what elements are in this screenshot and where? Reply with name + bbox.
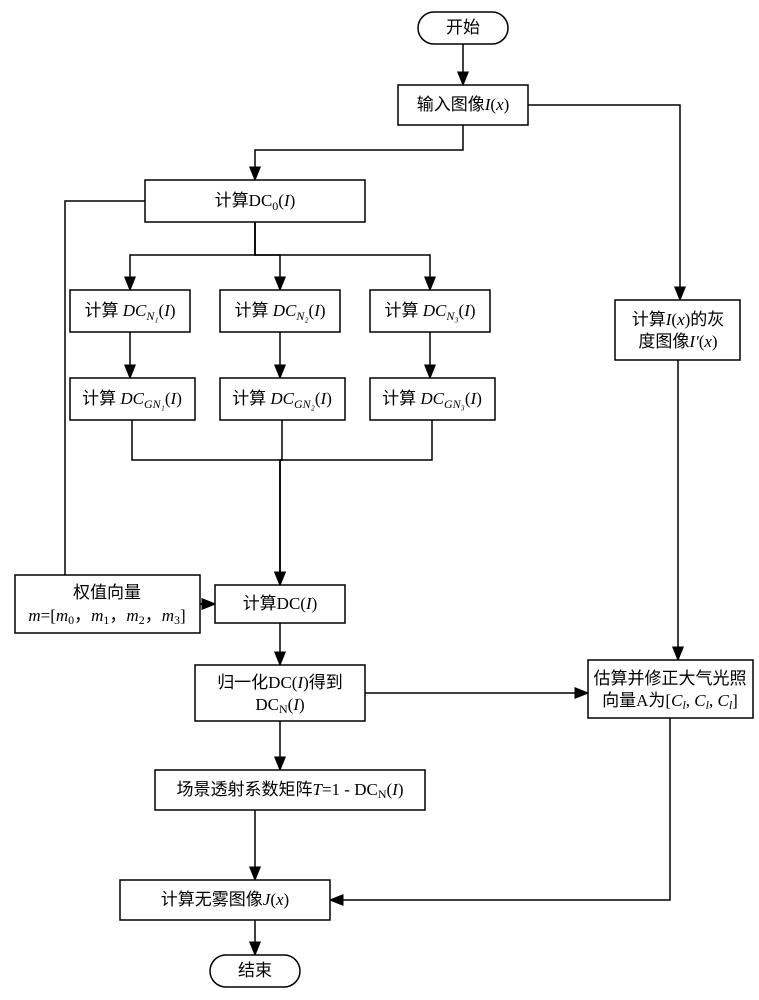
dcgn2-label: 计算 DCGN₂(I) xyxy=(232,389,332,411)
atmosphere-l1: 估算并修正大气光照 xyxy=(594,669,747,688)
dcgn1-label: 计算 DCGN₁(I) xyxy=(82,389,182,411)
dci-label: 计算DC(I) xyxy=(243,594,318,613)
start-label: 开始 xyxy=(446,18,480,37)
dcn1-label: 计算 DCN₁(I) xyxy=(84,301,175,323)
arrow xyxy=(255,222,430,290)
arrow xyxy=(528,105,680,300)
arrow xyxy=(255,125,463,180)
end-label: 结束 xyxy=(238,961,272,980)
result-label: 计算无雾图像J(x) xyxy=(161,890,289,909)
arrow xyxy=(280,420,432,585)
transmission-label: 场景透射系数矩阵T=1 - DCN(I) xyxy=(176,780,403,801)
dcgn3-label: 计算 DCGN₃(I) xyxy=(382,389,482,411)
arrow xyxy=(130,222,255,290)
normalize-l1: 归一化DC(I)得到 xyxy=(217,673,343,692)
dcn3-label: 计算 DCN₃(I) xyxy=(384,301,475,323)
dc0-label: 计算DC0(I) xyxy=(215,191,296,213)
input-image-label: 输入图像I(x) xyxy=(417,95,510,114)
dcn2-label: 计算 DCN₂(I) xyxy=(234,301,325,323)
arrow xyxy=(132,420,280,585)
gray-image-l1: 计算I(x)的灰 xyxy=(632,310,725,329)
flowchart: 开始 输入图像I(x) 计算DC0(I) 计算 DCN₁(I) 计算 DCN₂(… xyxy=(0,0,759,1000)
gray-image-l2: 度图像I'(x) xyxy=(638,332,717,351)
arrow xyxy=(255,222,280,290)
atmosphere-l2: 向量A为[Cl, Cl, Cl] xyxy=(602,691,738,712)
weight-vector-l1: 权值向量 xyxy=(73,583,141,602)
